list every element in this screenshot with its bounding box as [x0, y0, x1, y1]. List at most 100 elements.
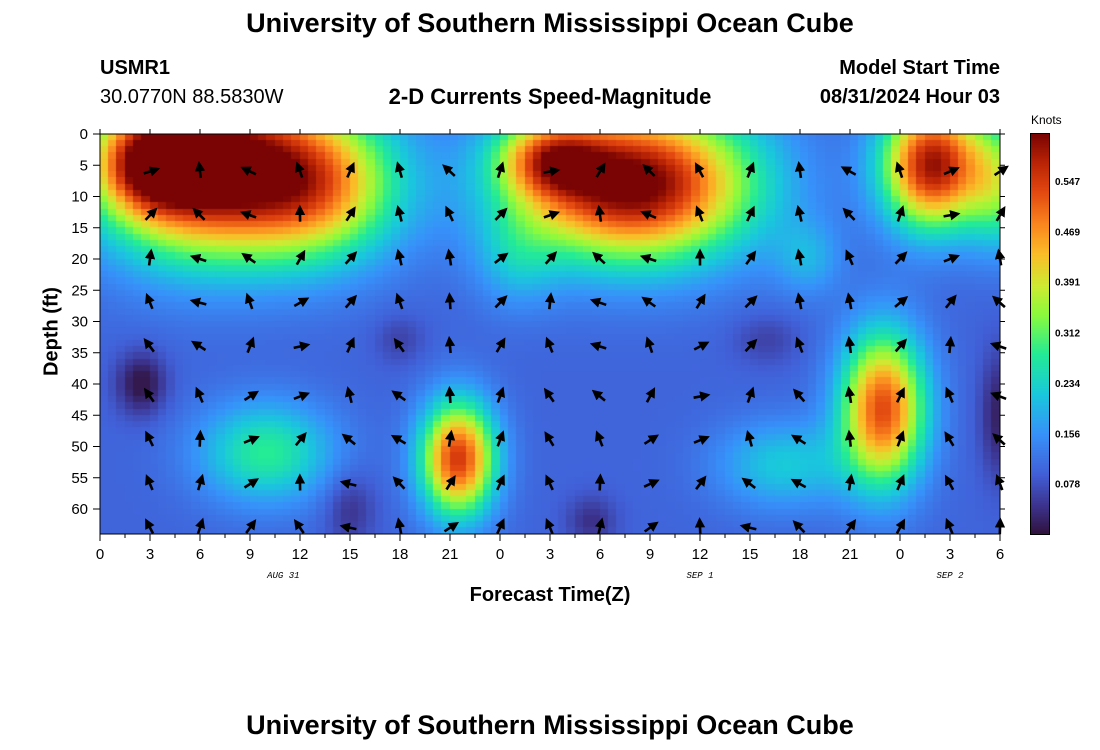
current-vector — [741, 477, 756, 489]
current-vector — [143, 337, 155, 353]
current-vector — [394, 248, 406, 266]
y-tick-label: 50 — [71, 439, 88, 456]
colorbar — [1030, 133, 1050, 535]
current-vector — [189, 253, 207, 264]
current-vector — [543, 387, 555, 403]
current-vector — [393, 337, 405, 353]
x-tick-label: 9 — [646, 546, 654, 563]
current-vector — [694, 162, 705, 178]
current-vector — [895, 386, 905, 403]
current-vector — [944, 335, 956, 354]
current-vector — [239, 210, 257, 221]
current-vector — [494, 207, 508, 221]
current-vector — [545, 336, 555, 353]
current-vector — [341, 433, 356, 446]
x-tick-label: 0 — [896, 546, 904, 563]
current-vector — [293, 341, 311, 352]
current-vector — [443, 521, 459, 533]
current-vector — [794, 292, 806, 310]
current-vector — [495, 474, 505, 491]
vector-field — [143, 160, 1009, 535]
x-tick-label: 9 — [246, 546, 254, 563]
current-vector — [195, 517, 206, 535]
current-vector — [944, 431, 955, 447]
x-tick-label: 21 — [442, 546, 459, 563]
current-vector — [944, 474, 955, 491]
current-vector — [344, 294, 358, 309]
current-vector — [592, 251, 606, 265]
y-tick-label: 5 — [80, 157, 88, 174]
date-label: AUG 31 — [267, 571, 300, 581]
x-tick-label: 21 — [842, 546, 859, 563]
current-vector — [644, 336, 655, 354]
current-vector — [445, 474, 456, 491]
plot-frame — [99, 133, 1001, 535]
current-vector — [495, 518, 505, 535]
current-vector — [694, 517, 706, 535]
current-vector — [695, 293, 706, 309]
current-vector — [394, 517, 406, 535]
current-vector — [790, 478, 807, 489]
current-vector — [944, 294, 957, 309]
current-vector — [594, 204, 606, 222]
current-vector — [494, 295, 508, 309]
x-tick-label: 6 — [596, 546, 604, 563]
current-vector — [794, 204, 805, 222]
current-vector — [144, 207, 158, 221]
current-vector — [243, 478, 260, 489]
date-label: SEP 2 — [936, 571, 964, 581]
colorbar-tick-label: 0.547 — [1055, 177, 1080, 188]
current-vector — [245, 519, 257, 534]
current-vector — [495, 337, 506, 353]
current-vector — [195, 473, 206, 491]
current-vector — [192, 207, 206, 221]
bottom-title: University of Southern Mississippi Ocean… — [246, 710, 854, 740]
current-vector — [344, 386, 355, 404]
current-vector — [143, 166, 161, 177]
colorbar-tick-label: 0.234 — [1055, 379, 1080, 390]
y-tick-label: 45 — [71, 407, 88, 424]
current-vector — [845, 249, 855, 266]
x-tick-label: 3 — [146, 546, 154, 563]
current-vector — [894, 295, 909, 308]
current-vector — [745, 205, 755, 222]
y-tick-label: 30 — [71, 314, 88, 331]
colorbar-tick-label: 0.391 — [1055, 278, 1080, 289]
current-vector — [544, 431, 555, 447]
y-tick-label: 15 — [71, 220, 88, 237]
x-tick-label: 12 — [692, 546, 709, 563]
colorbar-tick-label: 0.312 — [1055, 329, 1080, 340]
current-vector — [795, 336, 805, 354]
current-vector — [295, 249, 306, 266]
colorbar-tick-label: 0.156 — [1055, 429, 1080, 440]
current-vector — [895, 518, 906, 535]
current-vector — [345, 206, 356, 222]
current-vector — [240, 166, 257, 177]
current-vector — [190, 340, 207, 352]
x-tick-label: 18 — [792, 546, 809, 563]
x-axis-label: Forecast Time(Z) — [469, 584, 631, 606]
current-vector — [391, 390, 407, 402]
x-tick-label: 3 — [546, 546, 554, 563]
current-vector — [693, 341, 710, 351]
current-vector — [145, 292, 155, 310]
current-vector — [794, 160, 806, 179]
current-vector — [844, 385, 856, 404]
station-coords: 30.0770N 88.5830W — [100, 86, 284, 108]
current-vector — [643, 434, 659, 445]
current-vector — [945, 386, 955, 404]
current-vector — [543, 166, 561, 177]
current-vector — [745, 161, 755, 178]
current-vector — [293, 297, 310, 308]
current-vector — [844, 292, 856, 310]
current-vector — [943, 254, 960, 264]
current-vector — [293, 391, 310, 402]
current-vector — [693, 435, 710, 445]
current-vector — [589, 341, 607, 352]
current-vector — [641, 296, 657, 308]
y-tick-label: 25 — [71, 282, 88, 299]
current-vector — [145, 474, 155, 491]
current-vector — [495, 430, 505, 447]
current-vector — [339, 478, 357, 489]
current-vector — [745, 386, 755, 404]
